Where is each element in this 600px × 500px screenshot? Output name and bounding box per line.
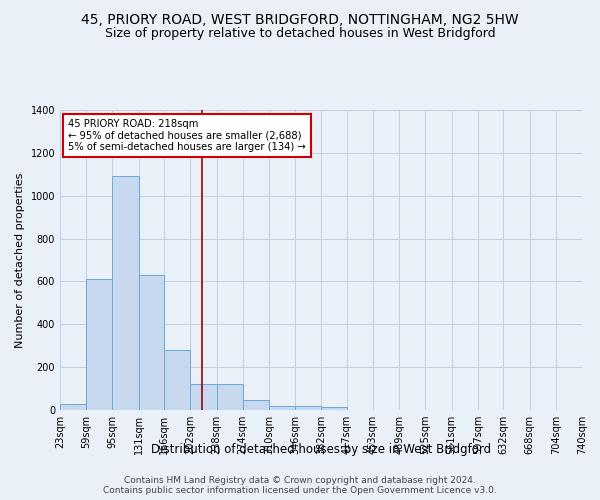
Bar	[217, 384, 243, 410]
Bar	[269, 406, 295, 410]
Text: Distribution of detached houses by size in West Bridgford: Distribution of detached houses by size …	[151, 442, 491, 456]
Bar	[86, 280, 112, 410]
Bar	[60, 404, 86, 410]
Bar	[164, 350, 190, 410]
Bar	[190, 384, 217, 410]
Bar	[295, 406, 322, 410]
Text: 45 PRIORY ROAD: 218sqm
← 95% of detached houses are smaller (2,688)
5% of semi-d: 45 PRIORY ROAD: 218sqm ← 95% of detached…	[68, 119, 305, 152]
Bar	[243, 400, 269, 410]
Text: Contains HM Land Registry data © Crown copyright and database right 2024.
Contai: Contains HM Land Registry data © Crown c…	[103, 476, 497, 495]
Text: Size of property relative to detached houses in West Bridgford: Size of property relative to detached ho…	[104, 28, 496, 40]
Text: 45, PRIORY ROAD, WEST BRIDGFORD, NOTTINGHAM, NG2 5HW: 45, PRIORY ROAD, WEST BRIDGFORD, NOTTING…	[81, 12, 519, 26]
Bar	[112, 176, 139, 410]
Bar	[139, 275, 164, 410]
Bar	[322, 407, 347, 410]
Y-axis label: Number of detached properties: Number of detached properties	[15, 172, 25, 348]
